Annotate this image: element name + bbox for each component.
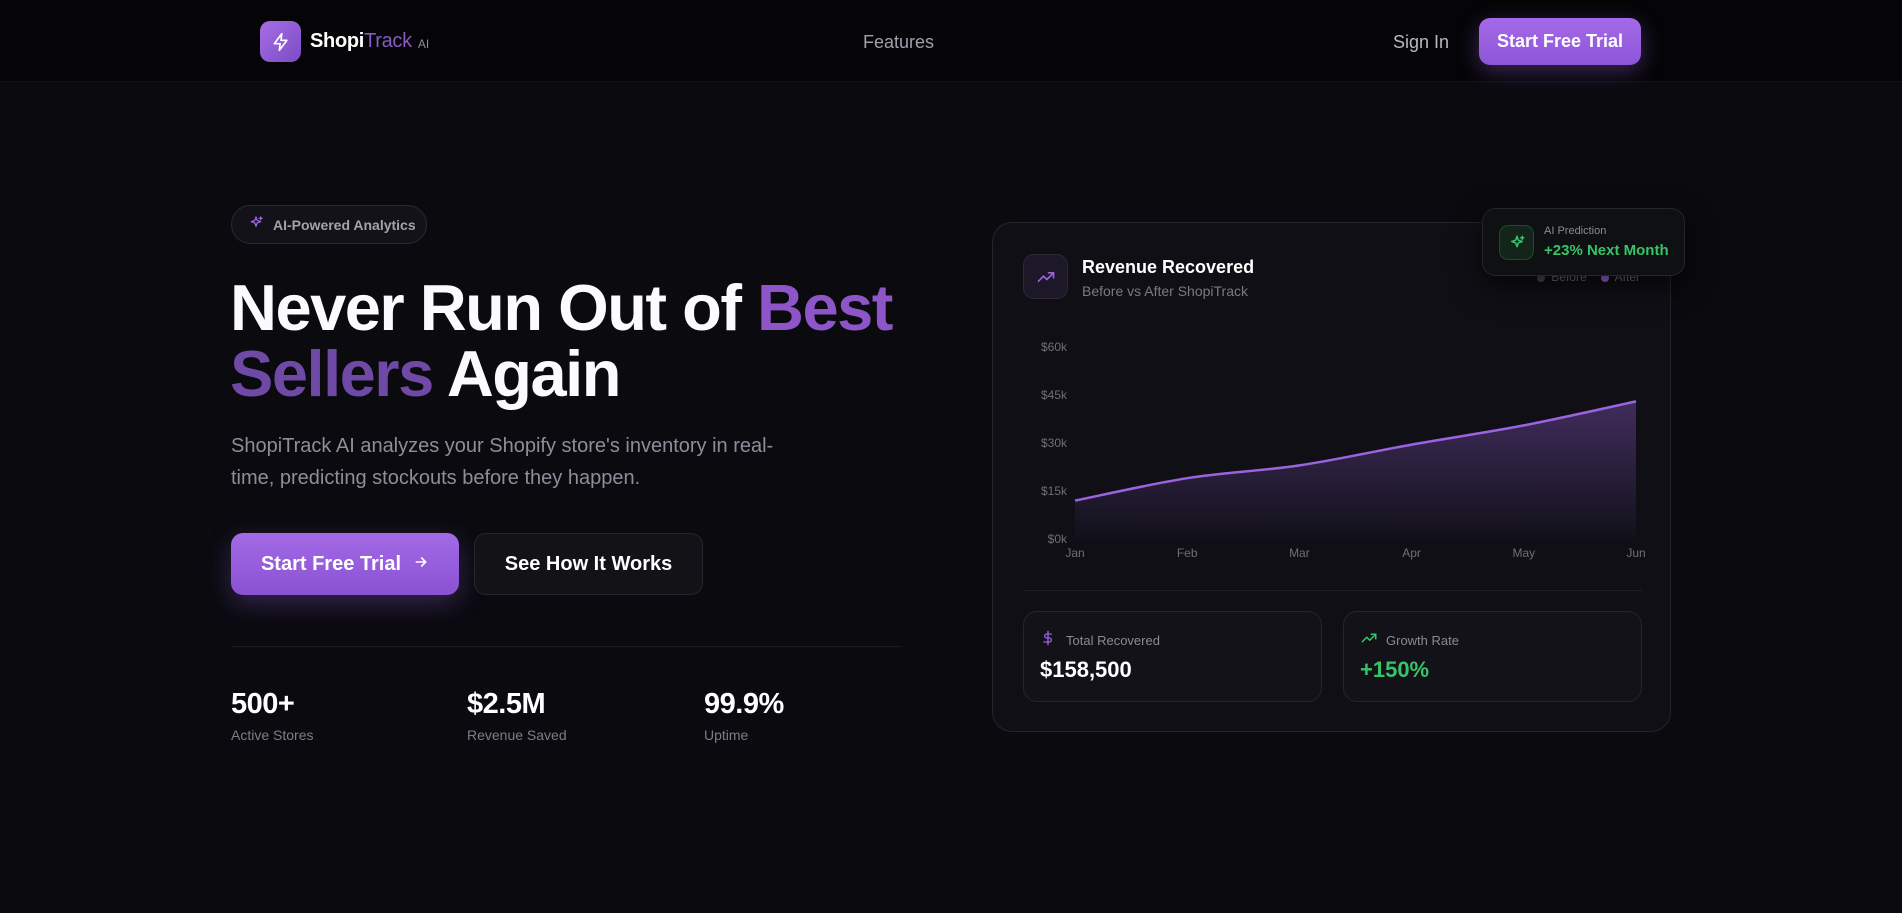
- y-tick-label: $45k: [1041, 388, 1068, 402]
- total-recovered-value: $158,500: [1040, 657, 1132, 682]
- stat-label: Active Stores: [231, 727, 314, 743]
- ai-prediction-badge: AI Prediction +23% Next Month: [1482, 208, 1685, 276]
- series-line-after: [1074, 400, 1637, 502]
- sparkles-icon: [248, 215, 264, 234]
- nav-start-trial-button[interactable]: Start Free Trial: [1479, 18, 1641, 65]
- stat-label: Revenue Saved: [467, 727, 567, 743]
- arrow-right-icon: [413, 553, 429, 576]
- x-tick-label: Feb: [1177, 546, 1198, 560]
- stat-value: $2.5M: [467, 688, 546, 720]
- card-subtitle: Before vs After ShopiTrack: [1082, 283, 1248, 299]
- revenue-chart: $0k $15k $30k $45k $60k Jan Feb Mar Apr May Jun: [1041, 340, 1646, 560]
- revenue-card: Revenue Recovered Before vs After ShopiT…: [992, 222, 1671, 732]
- trending-up-icon: [1023, 254, 1068, 299]
- ai-analytics-pill: AI-Powered Analytics: [231, 205, 427, 244]
- stat-value: 500+: [231, 688, 295, 720]
- nav-link-features[interactable]: Features: [863, 32, 935, 52]
- x-tick-label: Mar: [1289, 546, 1310, 560]
- x-tick-label: Apr: [1402, 546, 1421, 560]
- total-recovered-box: Total Recovered $158,500: [1023, 611, 1322, 702]
- x-tick-label: Jun: [1626, 546, 1645, 560]
- logo-ai-tag: AI: [417, 36, 430, 51]
- y-tick-label: $15k: [1041, 484, 1068, 498]
- sparkles-icon: [1499, 225, 1534, 260]
- stats-divider: [231, 646, 901, 647]
- logo-text: ShopiTrack: [310, 30, 412, 52]
- stat-revenue-saved: $2.5M Revenue Saved: [467, 688, 567, 743]
- y-tick-label: $0k: [1048, 532, 1068, 546]
- stat-value: 99.9%: [704, 688, 784, 720]
- stat-active-stores: 500+ Active Stores: [231, 688, 313, 743]
- ai-prediction-label: AI Prediction: [1544, 225, 1607, 237]
- logo[interactable]: ShopiTrack AI: [260, 21, 429, 62]
- card-divider: [1023, 590, 1642, 591]
- hero-headline: Never Run Out of Best Sellers Again: [230, 271, 893, 410]
- dollar-icon: [1040, 629, 1056, 652]
- start-free-trial-button[interactable]: Start Free Trial: [231, 533, 459, 595]
- y-tick-label: $60k: [1041, 340, 1068, 354]
- total-recovered-label: Total Recovered: [1066, 633, 1160, 648]
- start-trial-label: Start Free Trial: [260, 552, 402, 575]
- growth-rate-value: +150%: [1360, 657, 1430, 682]
- sign-in-link[interactable]: Sign In: [1393, 32, 1450, 52]
- y-tick-label: $30k: [1041, 436, 1068, 450]
- lightning-icon: [260, 21, 301, 62]
- card-title: Revenue Recovered: [1082, 257, 1255, 277]
- x-tick-label: May: [1512, 546, 1535, 560]
- ai-prediction-value: +23% Next Month: [1544, 242, 1669, 259]
- series-area-after: [1075, 401, 1636, 539]
- see-how-it-works-button[interactable]: See How It Works: [474, 533, 703, 595]
- x-tick-label: Jan: [1065, 546, 1084, 560]
- growth-rate-label: Growth Rate: [1386, 633, 1459, 648]
- top-navbar: ShopiTrack AI Features Sign In Start Fre…: [0, 0, 1902, 82]
- stat-label: Uptime: [704, 727, 749, 743]
- stat-uptime: 99.9% Uptime: [704, 688, 784, 743]
- growth-rate-box: Growth Rate +150%: [1343, 611, 1642, 702]
- hero-subtext: ShopiTrack AI analyzes your Shopify stor…: [231, 435, 774, 489]
- pill-label: AI-Powered Analytics: [273, 216, 416, 233]
- trending-up-icon: [1360, 629, 1378, 652]
